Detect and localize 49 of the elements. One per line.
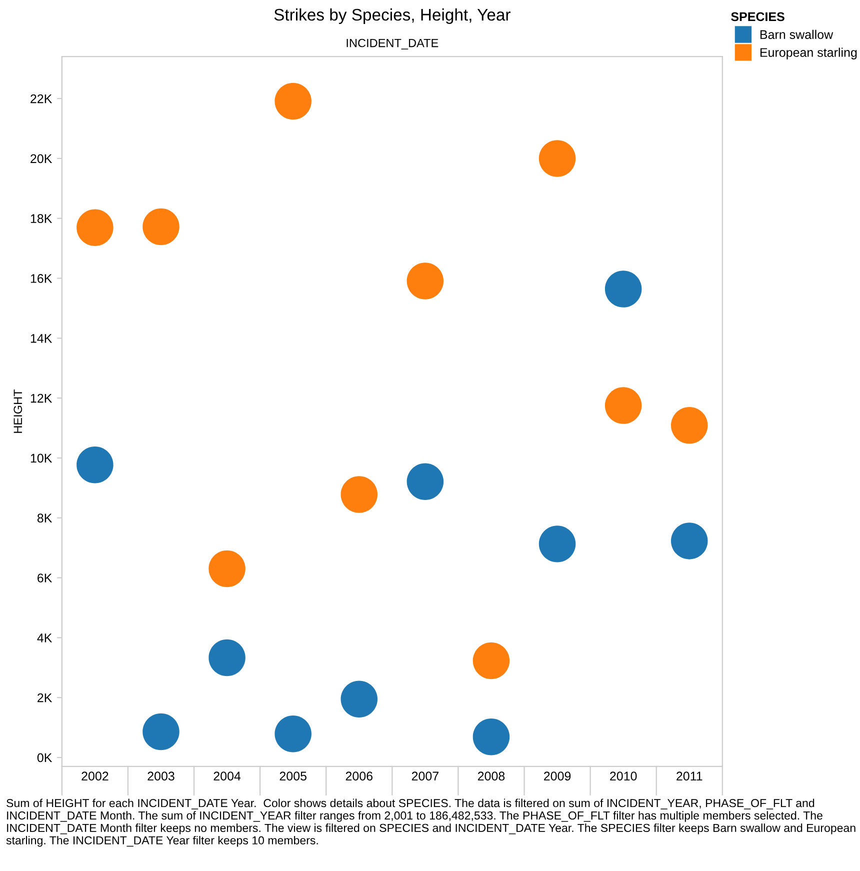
point <box>671 406 708 444</box>
point <box>406 463 444 500</box>
legend-title: SPECIES <box>731 12 784 22</box>
y-axis-title: HEIGHT <box>14 390 22 433</box>
x-tick-label: 2005 <box>280 772 306 781</box>
point <box>604 387 642 424</box>
point <box>671 522 708 560</box>
point <box>208 550 246 588</box>
point <box>472 642 510 680</box>
point <box>340 680 378 718</box>
text: Sum of HEIGHT for each INCIDENT_DATE Year. Color shows details about SPECIES. The data is filtered on sum of INCIDENT_YEAR, PHASE_OF_FLT and INCIDENT_DATE Month. The sum of INCIDENT_YEAR filter ranges from 2,001 to 186,482,533. The PHASE_OF_FLT filter has multiple members selected. The INCIDENT_DATE Month filter keeps no members. The view is filtered on SPECIES and INCIDENT_DATE Year. The SPECIES filter keeps Barn swallow and European starling. The INCIDENT_DATE Year filter keeps 10 members. <box>6 798 856 847</box>
point <box>76 446 114 484</box>
point <box>274 82 312 120</box>
legend-label: Barn swallow <box>760 30 834 40</box>
y-tick-label: 16K <box>30 274 52 283</box>
y-tick-label: 0K <box>37 753 52 762</box>
x-tick-label: 2011 <box>676 772 702 781</box>
y-tick-label: 14K <box>30 334 52 343</box>
point <box>208 639 246 676</box>
x-tick-label: 2009 <box>544 772 571 781</box>
x-tick-label: 2002 <box>82 772 108 781</box>
point <box>142 713 180 750</box>
y-tick-label: 4K <box>37 634 52 642</box>
y-tick-label: 18K <box>30 214 52 224</box>
point <box>142 208 180 246</box>
point <box>538 140 576 177</box>
x-tick-label: 2004 <box>214 772 241 781</box>
y-tick-label: 10K <box>30 454 52 463</box>
y-tick-label: 6K <box>38 574 52 582</box>
y-tick-label: 22K <box>30 94 52 104</box>
x-tick-label: 2006 <box>346 772 372 781</box>
legend-label: European starling <box>760 48 857 60</box>
y-tick-label: 12K <box>30 394 52 403</box>
point <box>340 476 378 513</box>
x-tick-label: 2008 <box>478 772 505 781</box>
point <box>538 526 576 562</box>
x-tick-label: 2007 <box>412 772 438 781</box>
x-axis-title: INCIDENT_DATE <box>346 38 438 50</box>
y-tick-label: 20K <box>30 154 52 164</box>
x-tick-label: 2003 <box>148 772 174 781</box>
chart-title: Strikes by Species, Height, Year <box>274 8 510 24</box>
x-tick-label: 2010 <box>610 772 637 781</box>
point <box>406 262 444 300</box>
point <box>274 715 312 752</box>
point <box>76 209 114 246</box>
y-tick-label: 2K <box>38 693 52 702</box>
point <box>472 718 510 756</box>
point <box>604 270 642 308</box>
y-tick-label: 8K <box>37 514 52 523</box>
